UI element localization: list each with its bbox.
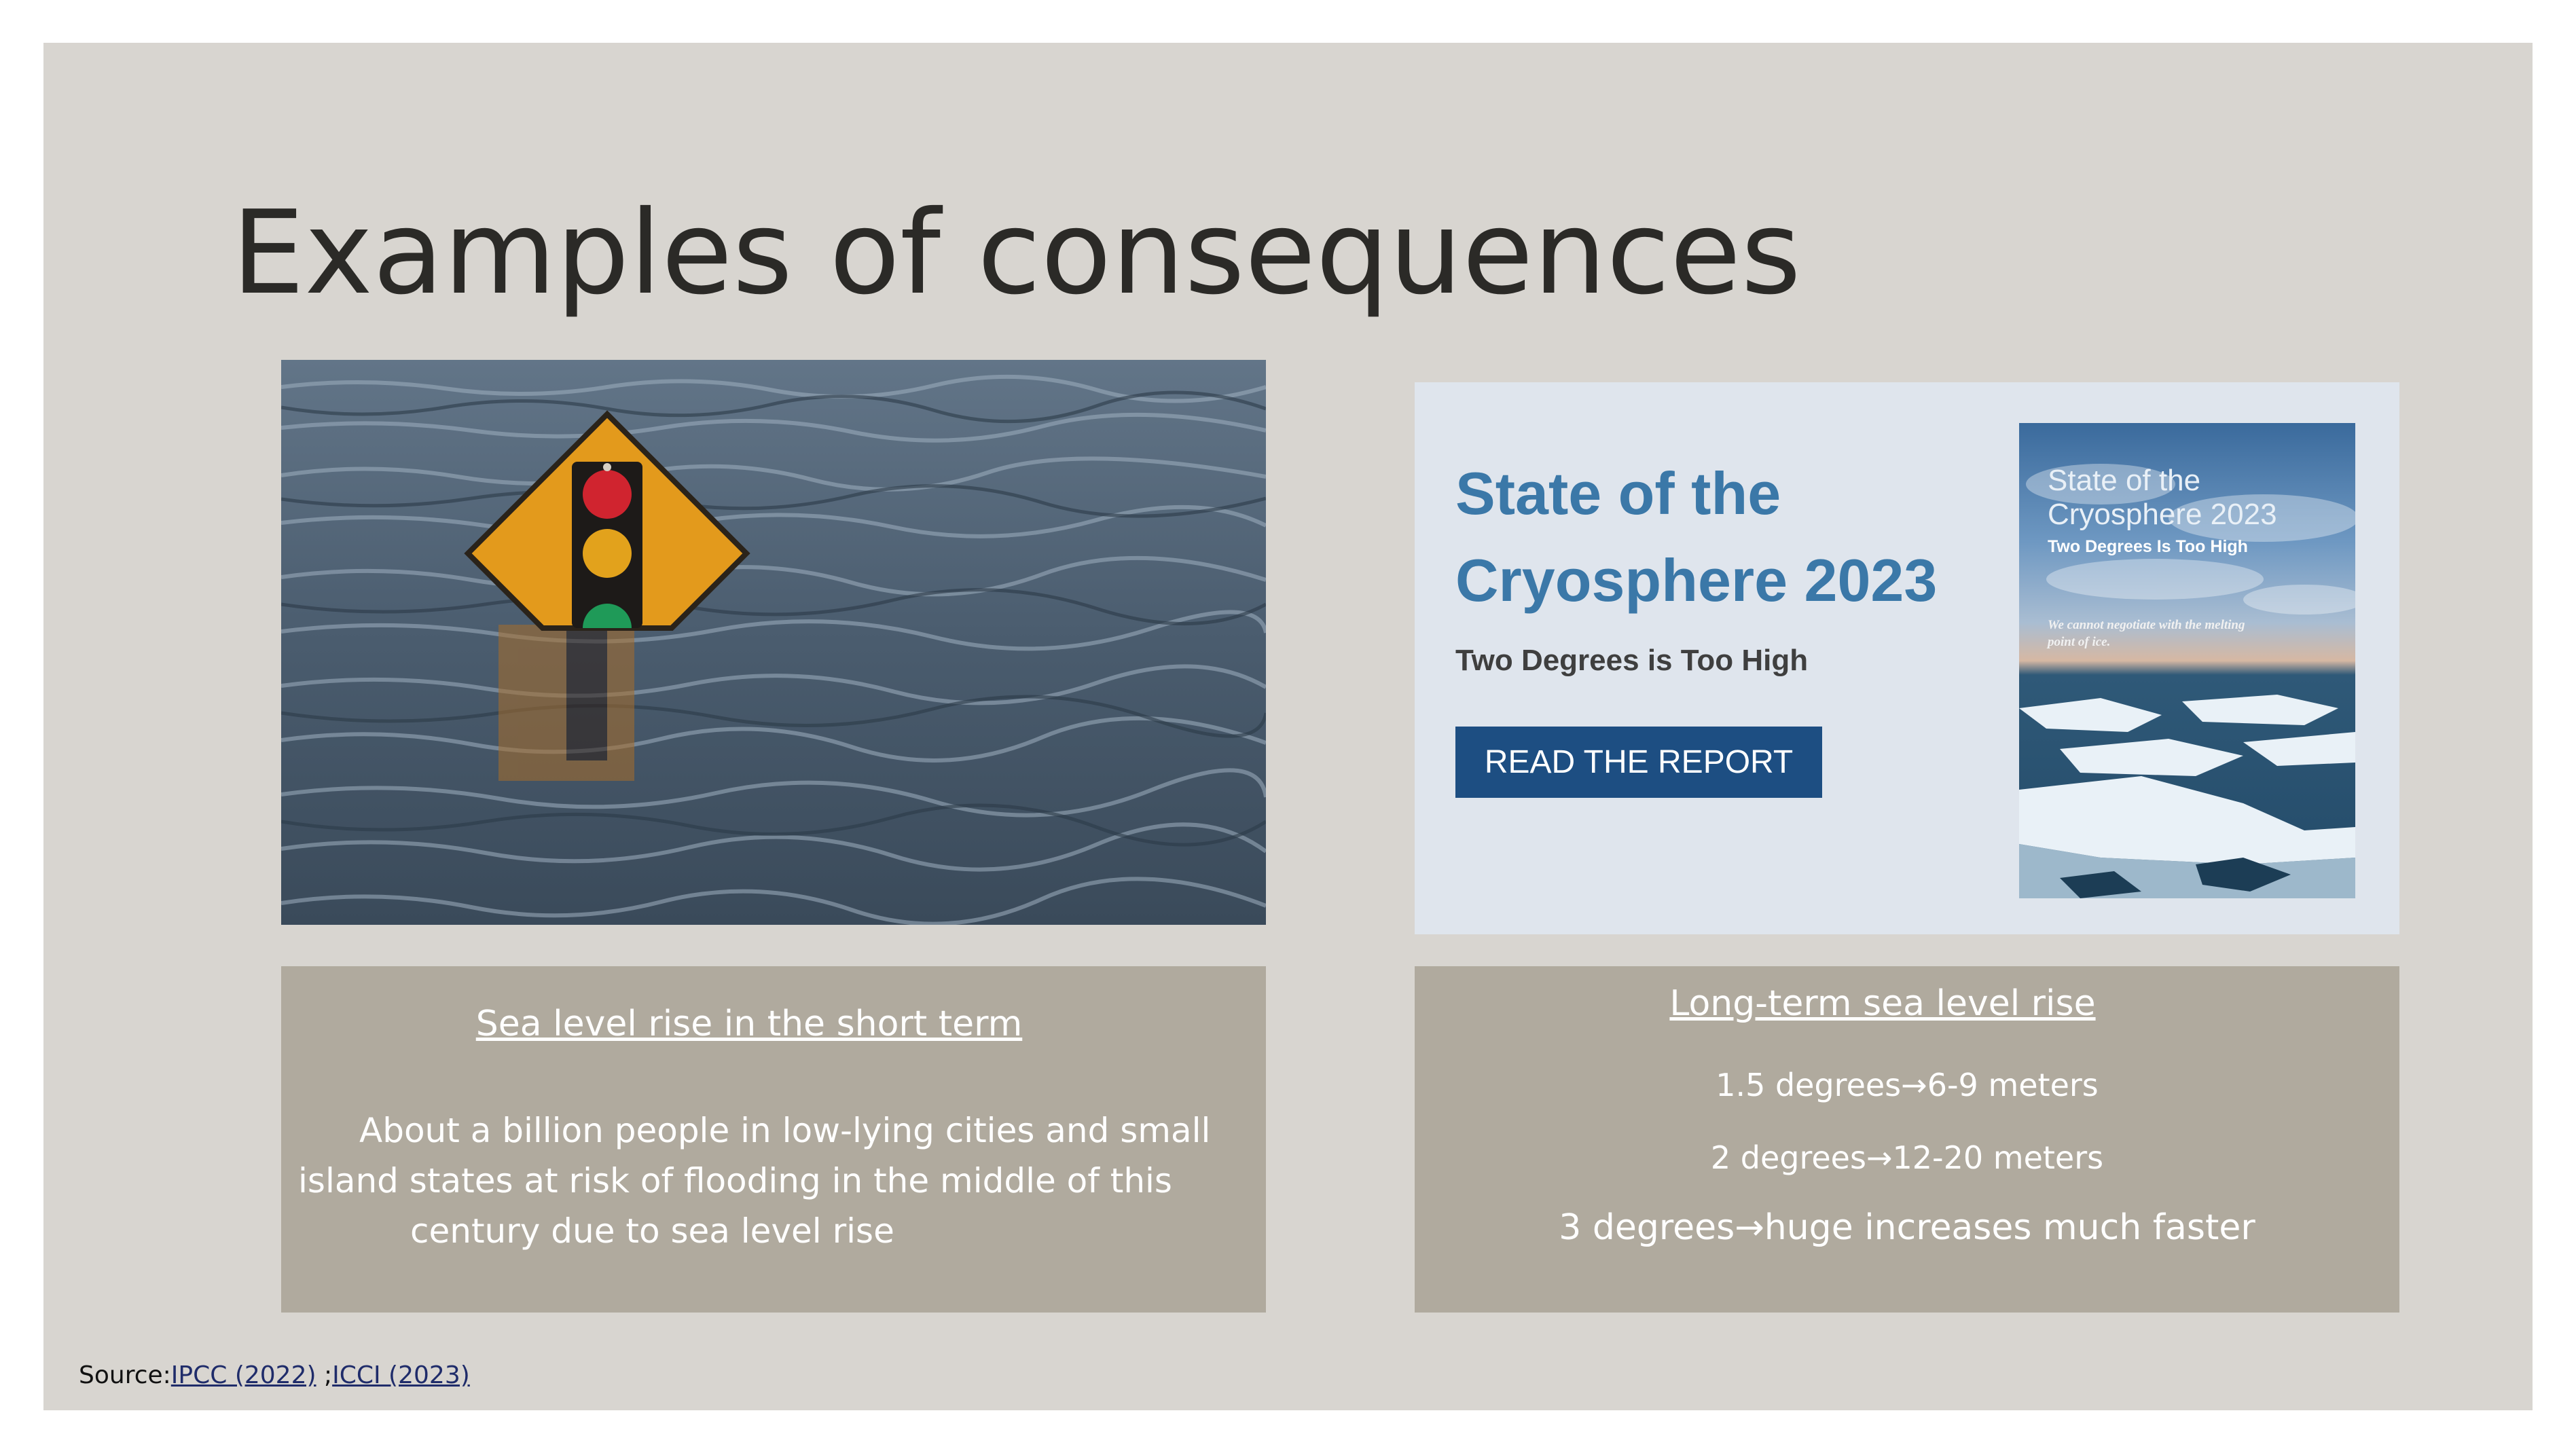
cover-subtitle: Two Degrees Is Too High	[2048, 537, 2248, 556]
short-term-body: About a billion people in low-lying citi…	[298, 1105, 1222, 1256]
long-term-line: 3 degrees→huge increases much faster	[1559, 1207, 2255, 1248]
long-term-line: 1.5 degrees→6-9 meters	[1716, 1067, 2099, 1103]
short-term-body-line: About a billion people in low-lying citi…	[359, 1111, 1211, 1150]
long-term-line: 2 degrees→12-20 meters	[1710, 1139, 2104, 1176]
slide: Examples of consequences	[43, 43, 2533, 1410]
report-title: State of the Cryosphere 2023	[1455, 460, 1938, 614]
flood-photo-graphic	[281, 360, 1266, 925]
report-subtitle: Two Degrees is Too High	[1455, 644, 1809, 677]
short-term-body-line: island states at risk of flooding in the…	[298, 1161, 1172, 1200]
source-citation: Source:IPCC (2022) ;ICCI (2023)	[79, 1361, 470, 1389]
icci-link[interactable]: ICCI (2023)	[332, 1361, 470, 1389]
report-card[interactable]: State of the Cryosphere 2023 Two Degrees…	[1415, 382, 2399, 934]
source-separator: ;	[316, 1361, 333, 1389]
read-report-button[interactable]: READ THE REPORT	[1455, 727, 1822, 798]
report-cover-image: State of the Cryosphere 2023 Two Degrees…	[2019, 423, 2355, 898]
long-term-box: Long-term sea level rise 1.5 degrees→6-9…	[1415, 966, 2399, 1313]
cover-title: State of the Cryosphere 2023	[2048, 464, 2277, 531]
cover-ice-graphic	[2019, 464, 2355, 898]
slide-title: Examples of consequences	[232, 186, 1802, 320]
short-term-heading[interactable]: Sea level rise in the short term	[475, 1004, 1023, 1044]
ipcc-link[interactable]: IPCC (2022)	[170, 1361, 316, 1389]
cover-quote: We cannot negotiate with the melting poi…	[2048, 618, 2245, 649]
flooded-traffic-sign-photo	[281, 360, 1266, 925]
source-label: Source:	[79, 1361, 171, 1389]
short-term-box: Sea level rise in the short term About a…	[281, 966, 1266, 1313]
short-term-body-line: century due to sea level rise	[410, 1211, 894, 1251]
long-term-heading[interactable]: Long-term sea level rise	[1669, 983, 2096, 1024]
